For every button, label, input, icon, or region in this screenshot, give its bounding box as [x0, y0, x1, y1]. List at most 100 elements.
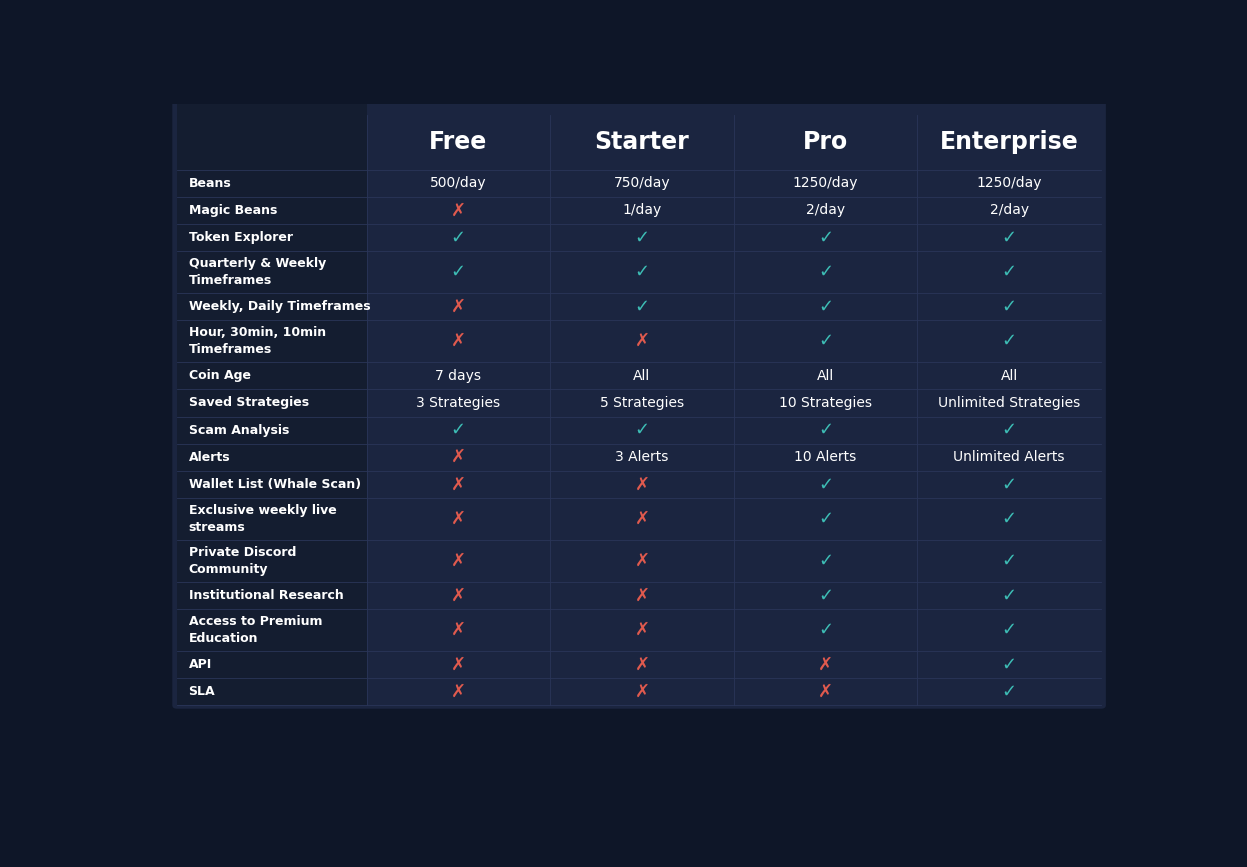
- Text: Private Discord
Community: Private Discord Community: [188, 546, 296, 576]
- Text: ✗: ✗: [450, 448, 466, 466]
- Text: ✓: ✓: [450, 229, 466, 246]
- Text: ✓: ✓: [1001, 510, 1016, 528]
- Text: ✓: ✓: [818, 297, 833, 316]
- Text: ✓: ✓: [818, 332, 833, 350]
- Text: ✓: ✓: [1001, 655, 1016, 674]
- Text: 1250/day: 1250/day: [976, 176, 1042, 190]
- Text: 5 Strategies: 5 Strategies: [600, 396, 685, 410]
- Text: Institutional Research: Institutional Research: [188, 589, 343, 602]
- Bar: [367, 251, 1101, 293]
- Text: ✓: ✓: [1001, 586, 1016, 604]
- Bar: [367, 498, 1101, 540]
- Text: Token Explorer: Token Explorer: [188, 231, 293, 244]
- Text: Coin Age: Coin Age: [188, 369, 251, 382]
- Text: ✗: ✗: [450, 475, 466, 493]
- Text: ✗: ✗: [635, 552, 650, 570]
- Text: ✓: ✓: [635, 263, 650, 281]
- Bar: [367, 416, 1101, 444]
- Text: Starter: Starter: [595, 130, 690, 154]
- Bar: [367, 293, 1101, 320]
- Text: ✓: ✓: [818, 475, 833, 493]
- Text: ✗: ✗: [450, 201, 466, 219]
- Text: Saved Strategies: Saved Strategies: [188, 396, 308, 409]
- Text: ✓: ✓: [635, 229, 650, 246]
- Text: API: API: [188, 658, 212, 671]
- Text: ✓: ✓: [1001, 552, 1016, 570]
- Text: Hour, 30min, 10min
Timeframes: Hour, 30min, 10min Timeframes: [188, 327, 325, 356]
- Text: ✗: ✗: [635, 475, 650, 493]
- Text: All: All: [817, 368, 834, 383]
- Text: ✗: ✗: [450, 510, 466, 528]
- Text: ✓: ✓: [818, 586, 833, 604]
- Text: 750/day: 750/day: [614, 176, 671, 190]
- Text: ✓: ✓: [1001, 421, 1016, 439]
- Text: ✓: ✓: [1001, 332, 1016, 350]
- Bar: [367, 362, 1101, 389]
- Text: ✗: ✗: [450, 683, 466, 701]
- Text: Quarterly & Weekly
Timeframes: Quarterly & Weekly Timeframes: [188, 257, 325, 287]
- Text: ✗: ✗: [450, 552, 466, 570]
- Text: SLA: SLA: [188, 685, 216, 698]
- Text: 7 days: 7 days: [435, 368, 481, 383]
- Text: All: All: [1000, 368, 1018, 383]
- Text: ✗: ✗: [635, 586, 650, 604]
- Text: ✓: ✓: [818, 621, 833, 639]
- Bar: [367, 197, 1101, 224]
- Text: ✓: ✓: [1001, 621, 1016, 639]
- Text: All: All: [633, 368, 651, 383]
- Text: Access to Premium
Education: Access to Premium Education: [188, 616, 322, 645]
- Bar: [367, 471, 1101, 498]
- Text: ✓: ✓: [635, 297, 650, 316]
- Text: ✗: ✗: [635, 510, 650, 528]
- Text: ✓: ✓: [1001, 683, 1016, 701]
- Text: ✓: ✓: [818, 263, 833, 281]
- Text: ✓: ✓: [1001, 229, 1016, 246]
- Text: Enterprise: Enterprise: [940, 130, 1079, 154]
- Text: ✗: ✗: [635, 683, 650, 701]
- Text: ✓: ✓: [818, 229, 833, 246]
- Text: ✗: ✗: [450, 297, 466, 316]
- Text: 2/day: 2/day: [990, 204, 1029, 218]
- Text: ✓: ✓: [1001, 263, 1016, 281]
- Text: ✗: ✗: [450, 621, 466, 639]
- Text: 2/day: 2/day: [806, 204, 845, 218]
- Text: 10 Strategies: 10 Strategies: [779, 396, 872, 410]
- Text: ✓: ✓: [818, 552, 833, 570]
- Text: ✓: ✓: [450, 263, 466, 281]
- Text: Wallet List (Whale Scan): Wallet List (Whale Scan): [188, 478, 360, 491]
- Text: ✗: ✗: [818, 655, 833, 674]
- Bar: [367, 224, 1101, 251]
- Text: 1/day: 1/day: [622, 204, 662, 218]
- Text: ✓: ✓: [450, 421, 466, 439]
- Text: ✓: ✓: [818, 510, 833, 528]
- Text: ✓: ✓: [1001, 475, 1016, 493]
- Bar: [367, 582, 1101, 610]
- Text: Alerts: Alerts: [188, 451, 231, 464]
- Bar: [367, 651, 1101, 678]
- Text: ✗: ✗: [635, 332, 650, 350]
- Text: Free: Free: [429, 130, 488, 154]
- Text: Beans: Beans: [188, 177, 231, 190]
- Text: Unlimited Strategies: Unlimited Strategies: [938, 396, 1080, 410]
- Text: 1250/day: 1250/day: [793, 176, 858, 190]
- Bar: [367, 170, 1101, 197]
- FancyBboxPatch shape: [172, 56, 1106, 708]
- Text: ✗: ✗: [818, 683, 833, 701]
- Bar: [367, 540, 1101, 582]
- Text: ✗: ✗: [635, 655, 650, 674]
- Text: ✗: ✗: [635, 621, 650, 639]
- Bar: [367, 444, 1101, 471]
- Text: 3 Alerts: 3 Alerts: [615, 450, 668, 464]
- Text: Magic Beans: Magic Beans: [188, 204, 277, 217]
- Bar: [367, 389, 1101, 416]
- Text: ✗: ✗: [450, 655, 466, 674]
- Text: ✓: ✓: [635, 421, 650, 439]
- Bar: [367, 678, 1101, 706]
- Text: ✗: ✗: [450, 586, 466, 604]
- Bar: [177, 60, 367, 706]
- Text: 3 Strategies: 3 Strategies: [416, 396, 500, 410]
- Text: 500/day: 500/day: [430, 176, 486, 190]
- Bar: [367, 610, 1101, 651]
- Text: Exclusive weekly live
streams: Exclusive weekly live streams: [188, 505, 337, 534]
- Text: ✓: ✓: [818, 421, 833, 439]
